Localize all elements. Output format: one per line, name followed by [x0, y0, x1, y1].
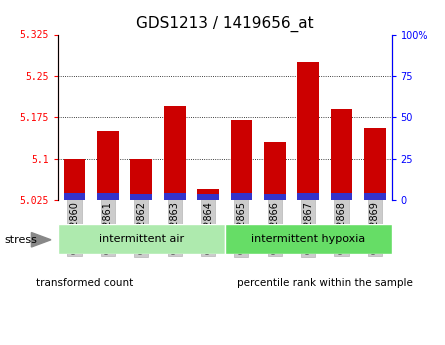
Bar	[297, 62, 319, 200]
Bar	[64, 193, 85, 200]
Bar	[58, 224, 225, 254]
Bar	[264, 194, 286, 200]
Bar	[364, 194, 386, 200]
Text: intermittent hypoxia: intermittent hypoxia	[251, 234, 365, 244]
Text: stress: stress	[4, 235, 37, 245]
Bar	[64, 159, 85, 200]
Bar	[231, 193, 252, 200]
Bar	[331, 109, 352, 200]
Bar	[297, 193, 319, 200]
Bar	[97, 131, 119, 200]
Bar	[231, 120, 252, 200]
Bar	[130, 159, 152, 200]
Bar	[197, 189, 219, 200]
Bar	[164, 106, 186, 200]
Bar	[197, 194, 219, 200]
Bar	[364, 128, 386, 200]
Bar	[97, 193, 119, 200]
Bar	[130, 194, 152, 200]
Bar	[331, 193, 352, 200]
Text: percentile rank within the sample: percentile rank within the sample	[237, 278, 413, 288]
Text: intermittent air: intermittent air	[99, 234, 184, 244]
Bar	[164, 193, 186, 200]
Bar	[264, 142, 286, 200]
Bar	[225, 224, 392, 254]
Text: transformed count: transformed count	[36, 278, 134, 288]
Title: GDS1213 / 1419656_at: GDS1213 / 1419656_at	[136, 16, 314, 32]
Polygon shape	[31, 233, 51, 247]
